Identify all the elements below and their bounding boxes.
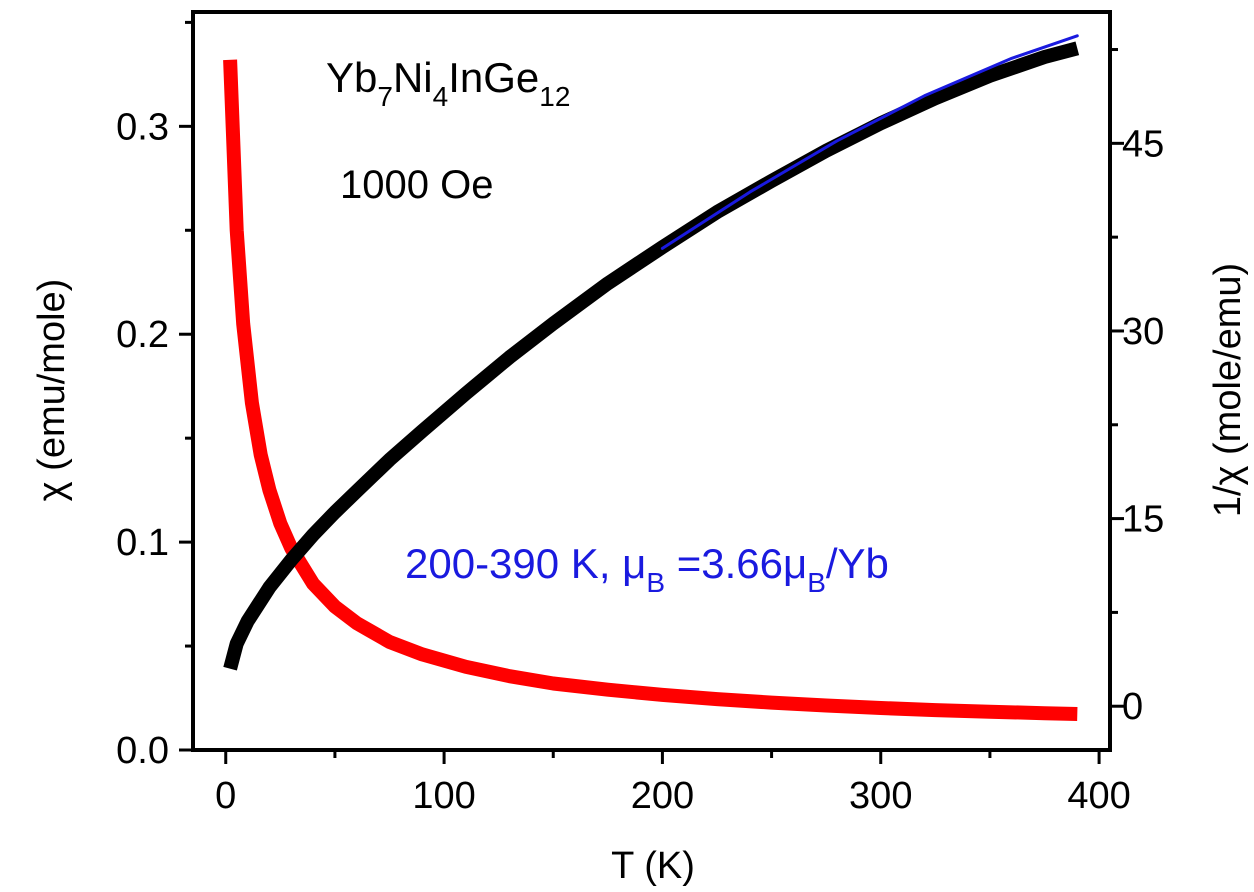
x-axis-title: T (K) [611, 845, 695, 887]
x-tick-label: 0 [215, 775, 236, 817]
x-tick-label: 100 [412, 775, 475, 817]
x-tick-label: 200 [631, 775, 694, 817]
x-tick-label: 300 [849, 775, 912, 817]
y-left-tick-label: 0.0 [116, 730, 169, 772]
y-right-tick-label: 0 [1122, 686, 1143, 728]
y-left-tick-label: 0.1 [116, 522, 169, 564]
y-right-tick-label: 15 [1122, 499, 1164, 541]
series-layer [223, 34, 1080, 721]
y-axis-right-title: 1/χ (mole/emu) [1207, 263, 1249, 517]
y-left-tick-label: 0.2 [116, 314, 169, 356]
y-axis-left-title: χ (emu/mole) [31, 279, 73, 502]
tick-labels: 0 100 200 300 400 0.0 0.1 0.2 0.3 0 15 30 45 [116, 106, 1164, 817]
series-line-inv_chi [223, 41, 1080, 671]
y-left-tick-label: 0.3 [116, 106, 169, 148]
x-tick-label: 400 [1067, 775, 1130, 817]
fit-label: 200-390 K, μB =3.66μB/Yb [405, 540, 889, 598]
axis-ticks [179, 20, 1124, 764]
compound-label: Yb7Ni4InGe12 [326, 54, 570, 112]
y-right-tick-label: 30 [1122, 311, 1164, 353]
series-line-fit [660, 34, 1079, 250]
field-label: 1000 Oe [340, 163, 493, 207]
series-line-chi [223, 59, 1078, 721]
plot-frame [191, 10, 1112, 752]
y-right-tick-label: 45 [1122, 123, 1164, 165]
